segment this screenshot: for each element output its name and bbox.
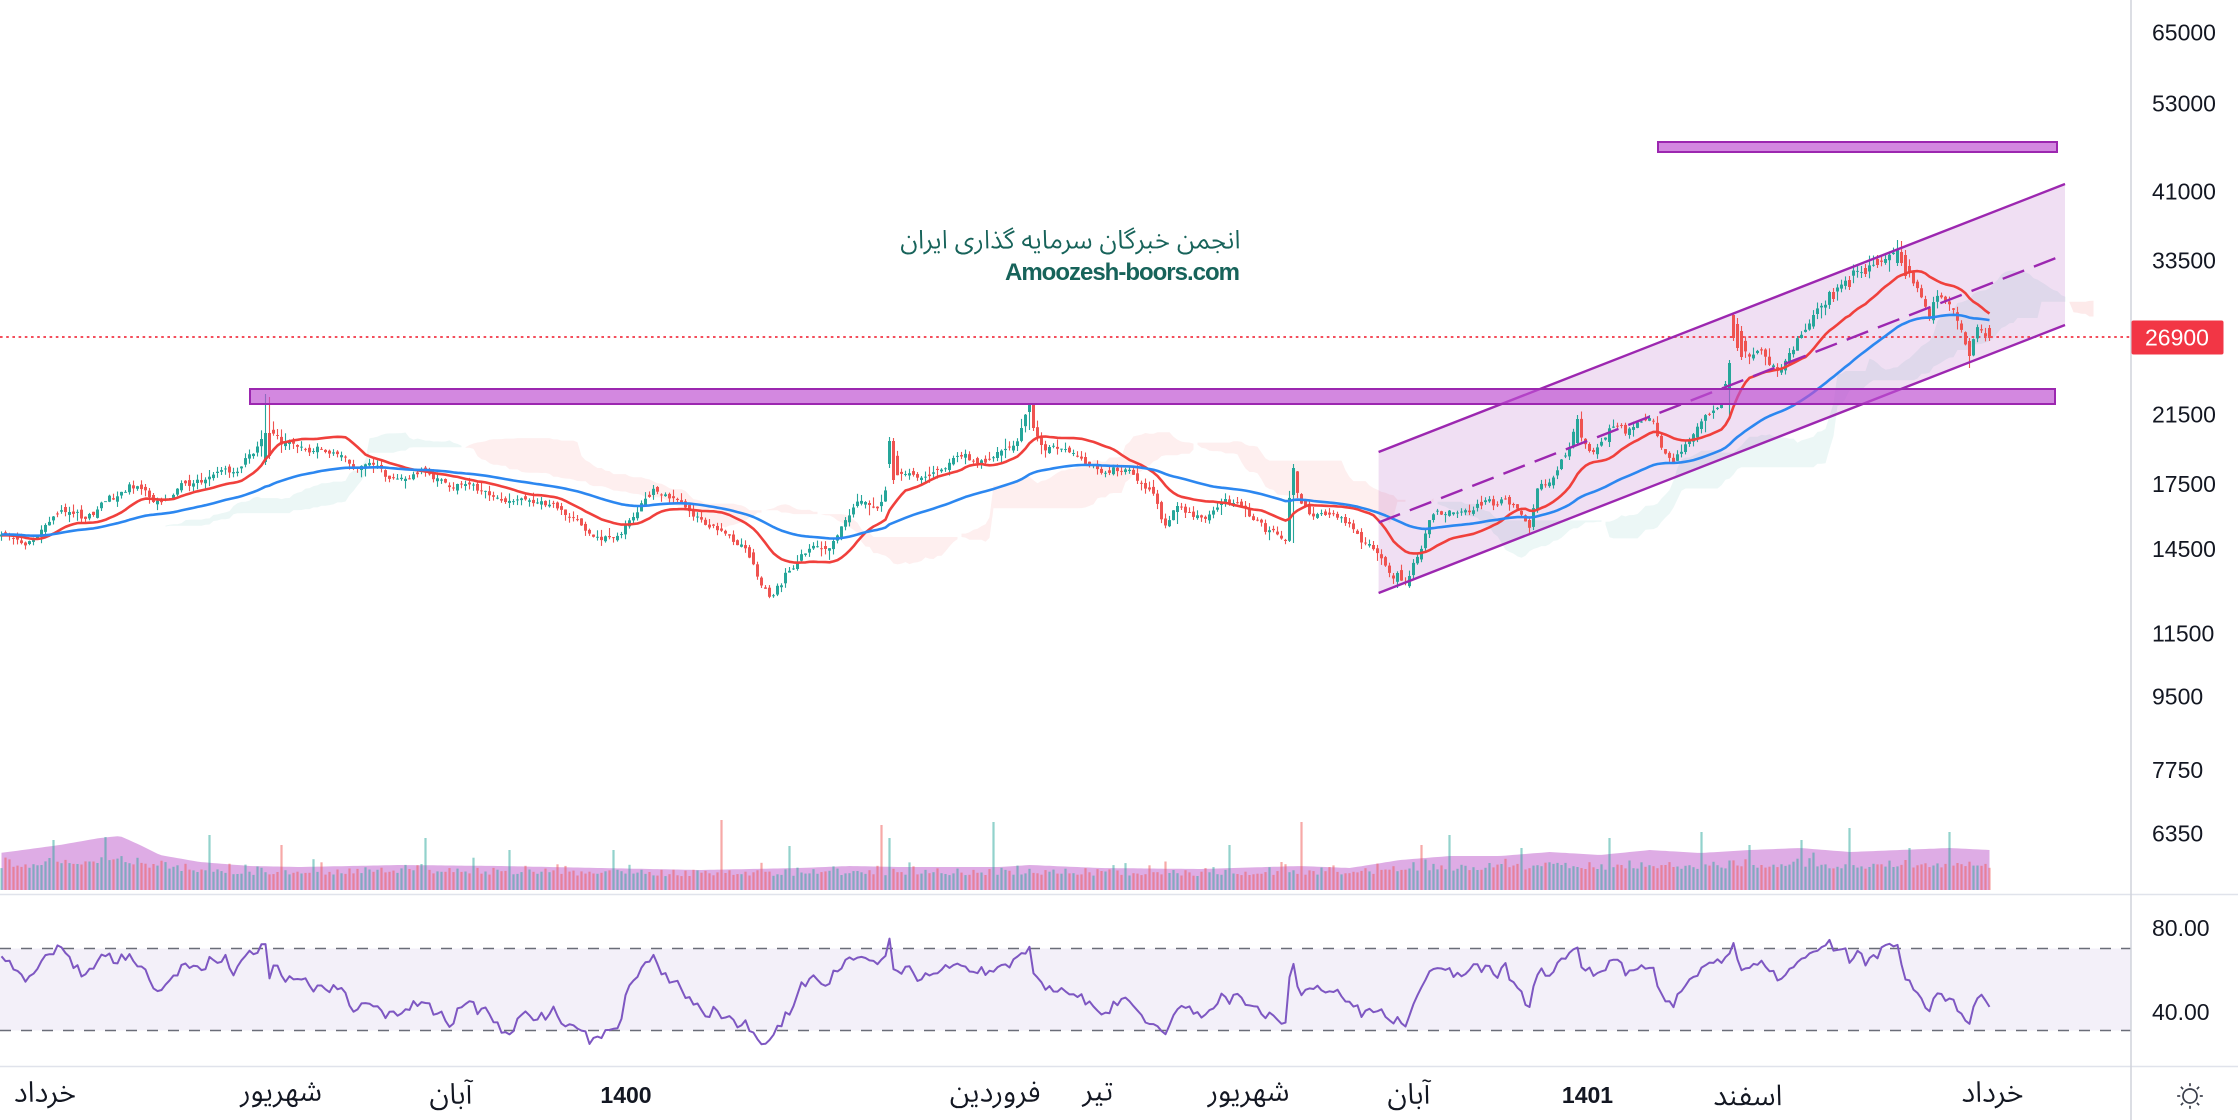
svg-text:26900: 26900 [2145, 325, 2209, 351]
svg-text:21500: 21500 [2152, 402, 2216, 428]
svg-text:7750: 7750 [2152, 757, 2203, 783]
svg-text:6350: 6350 [2152, 821, 2203, 847]
svg-text:33500: 33500 [2152, 248, 2216, 274]
svg-text:Amoozesh-boors.com: Amoozesh-boors.com [1005, 259, 1239, 286]
svg-text:9500: 9500 [2152, 684, 2203, 710]
svg-text:17500: 17500 [2152, 471, 2216, 497]
svg-text:41000: 41000 [2152, 179, 2216, 205]
svg-text:65000: 65000 [2152, 20, 2216, 46]
svg-text:11500: 11500 [2152, 621, 2214, 647]
svg-text:40.00: 40.00 [2152, 999, 2210, 1025]
svg-text:53000: 53000 [2152, 91, 2216, 117]
svg-text:1401: 1401 [1562, 1082, 1613, 1108]
svg-text:80.00: 80.00 [2152, 915, 2210, 941]
svg-text:1400: 1400 [600, 1082, 651, 1108]
svg-text:14500: 14500 [2152, 536, 2216, 562]
